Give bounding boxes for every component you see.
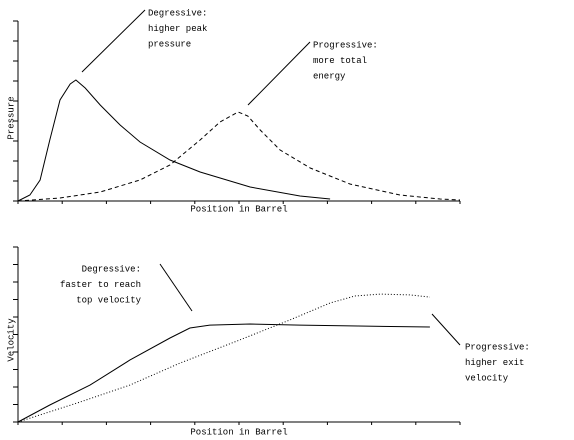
x-axis-label: Position in Barrel <box>190 204 287 214</box>
series-line <box>17 111 461 202</box>
annotation-text: Progressive: <box>465 342 530 352</box>
annotation-pointer <box>81 9 146 73</box>
series-line <box>17 293 430 423</box>
annotation-text: higher peak <box>148 24 207 34</box>
annotation-text: faster to reach <box>60 280 141 290</box>
annotation-text: top velocity <box>76 295 141 305</box>
annotation-text: more total <box>313 56 367 66</box>
annotation-text: energy <box>313 71 346 81</box>
series-line <box>17 79 331 202</box>
annotation-text: Progressive: <box>313 40 378 50</box>
annotation-pointer <box>247 41 311 106</box>
annotation-pointer <box>159 263 193 312</box>
annotation-text: Degressive: <box>82 264 141 274</box>
annotation-pointer <box>431 313 461 346</box>
annotation-text: velocity <box>465 373 509 383</box>
annotation-text: pressure <box>148 39 191 49</box>
series-line <box>17 323 430 423</box>
annotation-text: Degressive: <box>148 8 207 18</box>
y-axis-label: Velocity <box>6 318 16 362</box>
y-axis-label: Pressure <box>6 96 16 139</box>
x-axis-label: Position in Barrel <box>190 427 287 437</box>
annotation-text: higher exit <box>465 358 524 368</box>
